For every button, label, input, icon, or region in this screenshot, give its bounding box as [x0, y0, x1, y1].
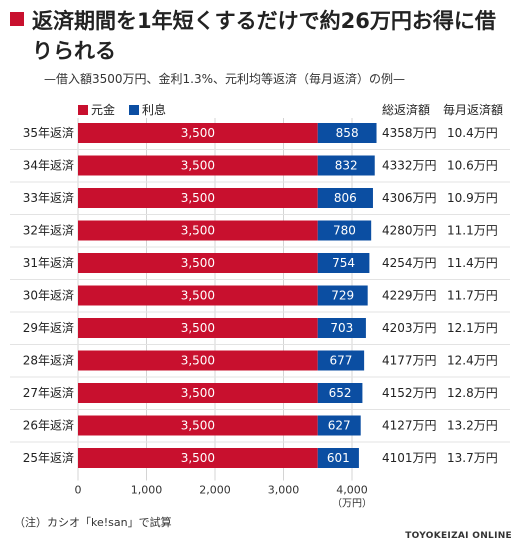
data-label-principal: 3,500: [181, 126, 215, 140]
bar-principal: [78, 383, 318, 403]
bar-interest: [317, 253, 370, 273]
monthly-repayment-value: 11.1万円: [447, 224, 498, 238]
monthly-repayment-value: 12.1万円: [447, 321, 498, 335]
total-repayment-value: 4229万円: [382, 289, 437, 303]
bar-principal: [78, 415, 318, 436]
total-repayment-value: 4280万円: [382, 224, 437, 238]
total-repayment-value: 4203万円: [382, 321, 437, 335]
data-label-principal: 3,500: [181, 256, 215, 270]
data-label-interest: 754: [332, 256, 355, 270]
category-label: 33年返済: [23, 190, 74, 205]
bar-interest: [317, 155, 375, 176]
total-repayment-value: 4127万円: [382, 419, 437, 433]
data-label-principal: 3,500: [181, 386, 215, 400]
data-label-principal: 3,500: [181, 159, 215, 173]
data-label-interest: 703: [330, 321, 353, 335]
category-label: 30年返済: [23, 288, 74, 303]
stacked-bar-chart: 35年返済 3,500 858 4358万円 10.4万円 34年返済 3,500 832 43…: [10, 118, 510, 510]
x-tick-label: 0: [75, 484, 82, 497]
monthly-repayment-value: 10.4万円: [447, 126, 498, 140]
data-label-interest: 677: [329, 354, 352, 368]
data-label-principal: 3,500: [181, 419, 215, 433]
category-label: 32年返済: [23, 223, 74, 238]
monthly-repayment-value: 10.9万円: [447, 191, 498, 205]
category-label: 27年返済: [23, 385, 74, 400]
data-label-principal: 3,500: [181, 224, 215, 238]
data-label-interest: 858: [336, 126, 359, 140]
legend-item-interest: 利息: [129, 101, 166, 118]
total-repayment-value: 4101万円: [382, 451, 437, 465]
category-label: 26年返済: [23, 418, 74, 433]
data-label-principal: 3,500: [181, 321, 215, 335]
total-repayment-value: 4306万円: [382, 191, 437, 205]
bar-principal: [78, 318, 318, 338]
page-title: 返済期間を1年短くするだけで約26万円お得に借りられる: [32, 9, 496, 63]
x-tick-label: 4,000: [336, 484, 368, 497]
title-marker: [10, 12, 24, 26]
data-label-interest: 627: [328, 419, 351, 433]
legend-swatch-interest: [129, 104, 140, 115]
bar-interest: [317, 448, 359, 468]
bar-interest: [317, 350, 365, 371]
total-repayment-value: 4254万円: [382, 256, 437, 270]
monthly-repayment-value: 12.8万円: [447, 386, 498, 400]
bar-principal: [78, 350, 318, 371]
data-label-principal: 3,500: [181, 289, 215, 303]
bar-interest: [317, 285, 368, 306]
x-axis-unit: （万円）: [332, 498, 372, 510]
category-label: 29年返済: [23, 320, 74, 335]
x-tick-label: 2,000: [199, 484, 231, 497]
legend-item-principal: 元金: [78, 101, 115, 118]
data-label-interest: 601: [327, 451, 350, 465]
monthly-repayment-value: 11.7万円: [447, 289, 498, 303]
total-repayment-value: 4152万円: [382, 386, 437, 400]
monthly-repayment-value: 11.4万円: [447, 256, 498, 270]
data-label-interest: 780: [333, 224, 356, 238]
data-label-interest: 806: [334, 191, 357, 205]
legend-label-principal: 元金: [91, 103, 116, 117]
data-label-interest: 729: [331, 289, 354, 303]
data-label-principal: 3,500: [181, 451, 215, 465]
footnote: （注）カシオ「ke!san」で試算: [14, 516, 172, 529]
category-label: 25年返済: [23, 450, 74, 465]
bar-interest: [317, 318, 366, 338]
category-label: 28年返済: [23, 353, 74, 368]
x-tick-label: 3,000: [268, 484, 300, 497]
legend-label-interest: 利息: [142, 103, 167, 117]
category-label: 35年返済: [23, 125, 74, 140]
bar-principal: [78, 253, 318, 273]
header-monthly-repayment: 毎月返済額: [443, 103, 504, 117]
data-label-interest: 652: [329, 386, 352, 400]
bar-interest: [317, 123, 377, 143]
monthly-repayment-value: 10.6万円: [447, 159, 498, 173]
bar-principal: [78, 188, 318, 208]
legend: 元金 利息: [78, 101, 166, 118]
bar-interest: [317, 415, 361, 436]
subtitle: —借入額3500万円、金利1.3%、元利均等返済（毎月返済）の例—: [44, 72, 406, 86]
bar-interest: [317, 220, 372, 241]
total-repayment-value: 4332万円: [382, 159, 437, 173]
bar-interest: [317, 383, 363, 403]
bar-interest: [317, 188, 373, 208]
credit: TOYOKEIZAI ONLINE: [405, 531, 512, 541]
category-label: 34年返済: [23, 158, 74, 173]
bar-principal: [78, 285, 318, 306]
bar-principal: [78, 448, 318, 468]
monthly-repayment-value: 13.2万円: [447, 419, 498, 433]
bar-principal: [78, 220, 318, 241]
data-label-interest: 832: [335, 159, 358, 173]
bar-principal: [78, 155, 318, 176]
monthly-repayment-value: 12.4万円: [447, 354, 498, 368]
total-repayment-value: 4177万円: [382, 354, 437, 368]
data-label-principal: 3,500: [181, 354, 215, 368]
legend-swatch-principal: [78, 104, 88, 115]
data-label-principal: 3,500: [181, 191, 215, 205]
x-tick-label: 1,000: [131, 484, 163, 497]
title-block: 返済期間を1年短くするだけで約26万円お得に借りられる: [10, 6, 515, 66]
header-total-repayment: 総返済額: [382, 103, 431, 117]
total-repayment-value: 4358万円: [382, 126, 437, 140]
bar-principal: [78, 123, 318, 143]
monthly-repayment-value: 13.7万円: [447, 451, 498, 465]
category-label: 31年返済: [23, 255, 74, 270]
